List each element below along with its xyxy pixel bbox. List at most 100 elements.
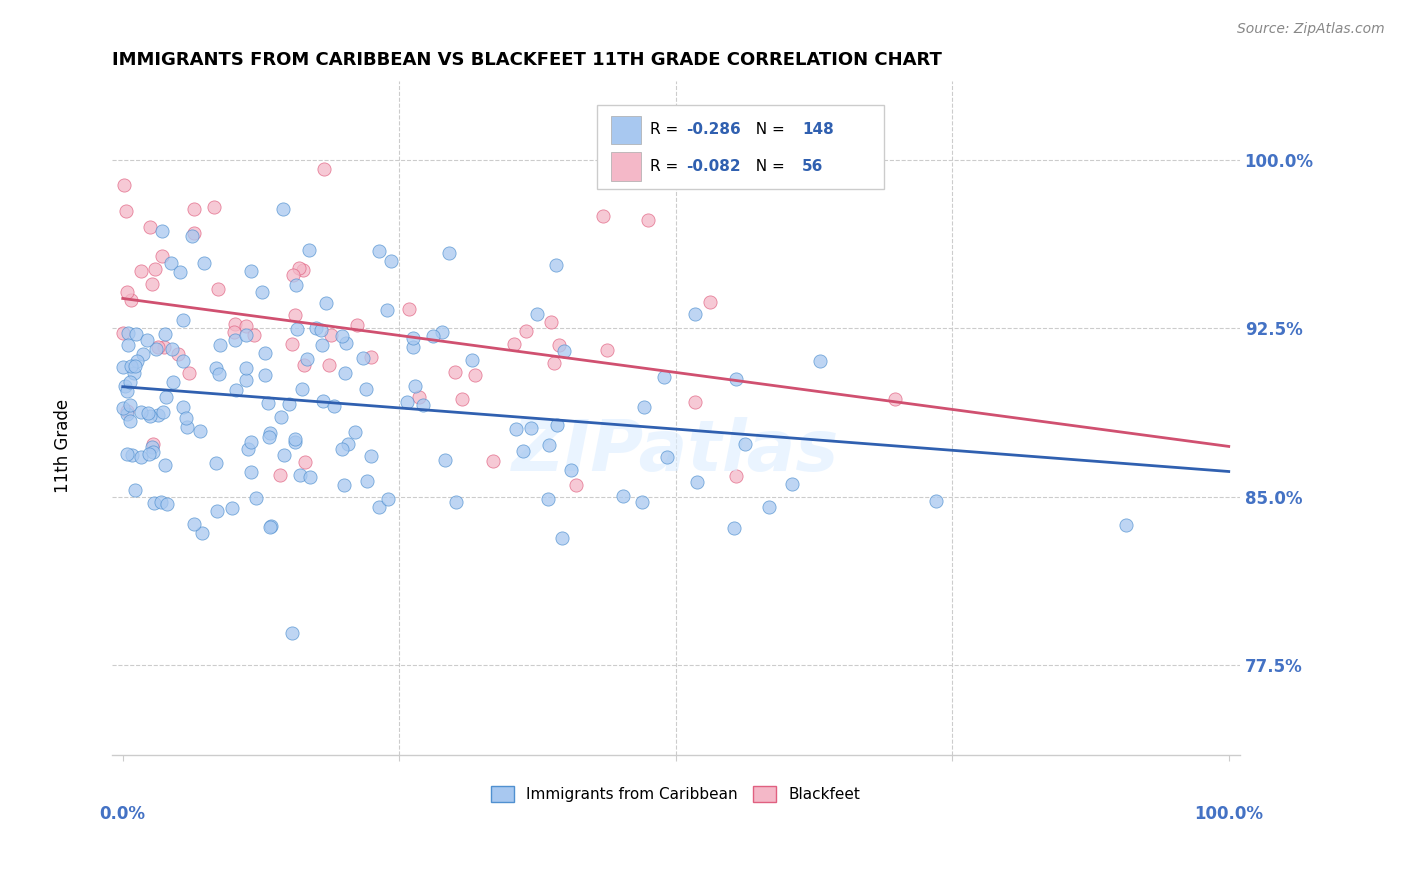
Point xyxy=(148,408,170,422)
Point xyxy=(294,455,316,469)
Point xyxy=(925,493,948,508)
Point xyxy=(245,491,267,505)
Point xyxy=(315,296,337,310)
Point xyxy=(162,375,184,389)
Point xyxy=(124,326,146,341)
Point xyxy=(235,373,257,387)
Point xyxy=(257,429,280,443)
Point xyxy=(235,327,257,342)
Point xyxy=(354,382,377,396)
Point xyxy=(322,399,344,413)
Point xyxy=(464,368,486,382)
Point xyxy=(122,366,145,380)
Point xyxy=(139,220,162,235)
Point xyxy=(138,406,160,420)
Point xyxy=(543,356,565,370)
Point xyxy=(176,420,198,434)
Point xyxy=(633,401,655,415)
Point xyxy=(396,394,419,409)
Point xyxy=(298,243,321,257)
Point xyxy=(699,295,721,310)
Point xyxy=(596,343,619,357)
Point xyxy=(724,468,747,483)
Point xyxy=(281,337,304,351)
Point xyxy=(685,307,707,321)
Point xyxy=(312,394,335,409)
Point xyxy=(129,404,152,418)
Point xyxy=(758,500,780,514)
Point xyxy=(273,448,295,462)
Point xyxy=(115,407,138,421)
Point xyxy=(115,447,138,461)
Point xyxy=(343,425,366,439)
Text: R =: R = xyxy=(650,122,683,137)
Point xyxy=(292,359,315,373)
Point xyxy=(254,368,277,383)
Point xyxy=(120,293,142,307)
Point xyxy=(159,256,181,270)
Point xyxy=(422,329,444,343)
Point xyxy=(657,450,679,464)
Text: 0.0%: 0.0% xyxy=(100,805,146,822)
Text: R =: R = xyxy=(650,159,683,174)
Point xyxy=(114,204,136,219)
Point xyxy=(129,450,152,464)
Point xyxy=(408,390,430,404)
Point xyxy=(336,437,359,451)
Point xyxy=(284,434,307,449)
Point xyxy=(686,475,709,490)
Point xyxy=(630,495,652,509)
Point xyxy=(191,526,214,541)
Point xyxy=(150,495,173,509)
Point xyxy=(412,398,434,412)
Point xyxy=(515,324,537,338)
Point xyxy=(183,227,205,241)
Point xyxy=(141,441,163,455)
Point xyxy=(1115,518,1137,533)
Point xyxy=(547,338,569,352)
Point xyxy=(356,474,378,488)
Point xyxy=(118,414,141,428)
Point xyxy=(404,378,426,392)
Point xyxy=(311,338,333,352)
Point xyxy=(443,365,465,379)
Point xyxy=(536,491,558,506)
Point xyxy=(115,384,138,398)
Point xyxy=(318,358,340,372)
Point xyxy=(537,437,560,451)
Point xyxy=(520,421,543,435)
Point xyxy=(174,410,197,425)
Point xyxy=(285,322,308,336)
Point xyxy=(115,404,138,418)
Point xyxy=(637,212,659,227)
Point xyxy=(380,253,402,268)
Point xyxy=(253,346,276,360)
Point xyxy=(150,223,173,237)
Point xyxy=(612,489,634,503)
Point xyxy=(112,178,135,193)
Text: -0.082: -0.082 xyxy=(686,159,741,174)
Point xyxy=(139,409,162,423)
Point xyxy=(257,396,280,410)
Point xyxy=(250,285,273,300)
Point xyxy=(780,477,803,491)
Point xyxy=(352,351,374,366)
Point xyxy=(360,450,382,464)
FancyBboxPatch shape xyxy=(612,153,641,180)
Point xyxy=(288,468,311,483)
Point xyxy=(172,312,194,326)
Point xyxy=(120,375,142,389)
Point xyxy=(224,333,246,347)
Point xyxy=(156,498,179,512)
Point xyxy=(281,268,304,283)
Point xyxy=(222,325,245,339)
Point xyxy=(155,390,177,404)
Point xyxy=(239,465,262,479)
Point xyxy=(202,200,225,214)
Point xyxy=(238,442,260,456)
Point xyxy=(402,340,425,354)
Point xyxy=(725,372,748,386)
Point xyxy=(430,325,453,339)
Point xyxy=(152,405,174,419)
Point xyxy=(592,210,614,224)
